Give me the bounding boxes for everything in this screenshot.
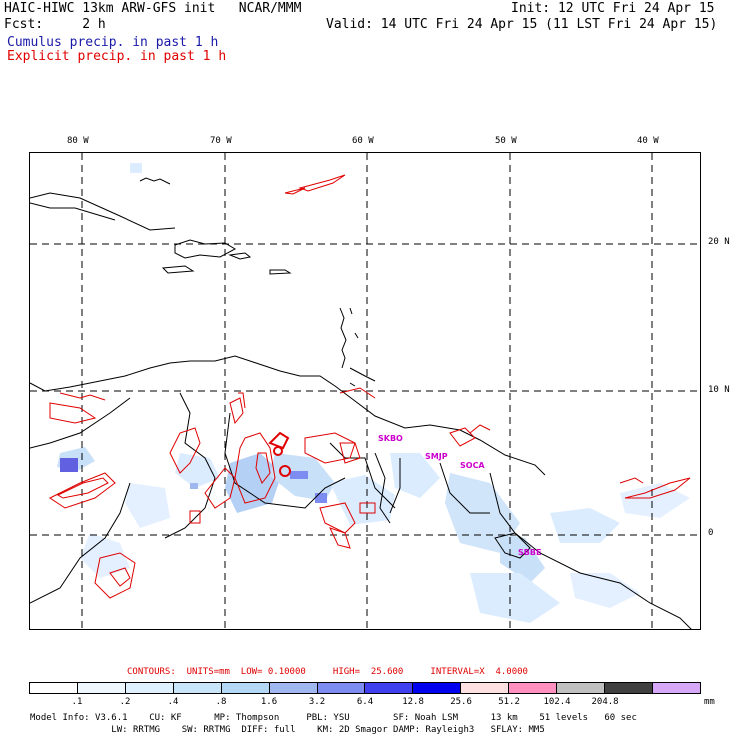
station-labels: SKBO SMJP SOCA SBBE — [378, 434, 541, 557]
legend-swatch — [557, 683, 606, 693]
legend-swatch — [269, 683, 318, 693]
station-smjp: SMJP — [425, 452, 448, 461]
legend-tick-label: .1 — [71, 697, 83, 707]
legend-swatch — [125, 683, 174, 693]
station-sbbe: SBBE — [518, 548, 541, 557]
legend-swatch — [317, 683, 366, 693]
legend-swatch — [509, 683, 558, 693]
lon-label-40w: 40 W — [637, 136, 659, 146]
lon-label-60w: 60 W — [352, 136, 374, 146]
lat-label-10n: 10 N — [708, 385, 730, 395]
legend-tick-label: 204.8 — [591, 697, 619, 707]
legend-swatch — [652, 683, 700, 693]
model-title: HAIC-HIWC 13km ARW-GFS init NCAR/MMM — [4, 1, 302, 16]
legend-swatch — [173, 683, 222, 693]
valid-time: Valid: 14 UTC Fri 24 Apr 15 (11 LST Fri … — [326, 17, 718, 32]
init-time: Init: 12 UTC Fri 24 Apr 15 — [511, 1, 715, 16]
legend-swatch — [413, 683, 462, 693]
legend-tick-label: 51.2 — [498, 697, 520, 707]
legend-tick-label: .8 — [215, 697, 227, 707]
legend-swatch — [77, 683, 126, 693]
lon-label-50w: 50 W — [495, 136, 517, 146]
model-info-line2: LW: RRTMG SW: RRTMG DIFF: full KM: 2D Sm… — [30, 725, 545, 735]
station-soca: SOCA — [460, 461, 485, 470]
legend-swatch — [30, 683, 78, 693]
station-skbo: SKBO — [378, 434, 403, 443]
explicit-precip-contours — [49, 174, 691, 599]
legend-swatch — [605, 683, 653, 693]
legend-tick-label: 1.6 — [260, 697, 278, 707]
legend-unit: mm — [704, 697, 715, 707]
map-panel: SKBO SMJP SOCA SBBE — [29, 152, 701, 630]
coastlines — [30, 177, 692, 629]
precip-map: SKBO SMJP SOCA SBBE — [30, 153, 700, 629]
field-title-cumulus: Cumulus precip. in past 1 h — [7, 35, 219, 50]
lon-label-80w: 80 W — [67, 136, 89, 146]
legend-tick-label: 6.4 — [356, 697, 374, 707]
field-title-explicit: Explicit precip. in past 1 h — [7, 49, 227, 64]
legend-tick-label: 25.6 — [450, 697, 472, 707]
legend-tick-label: 3.2 — [308, 697, 326, 707]
legend-tick-label: 102.4 — [543, 697, 571, 707]
contour-info: CONTOURS: UNITS=mm LOW= 0.10000 HIGH= 25… — [127, 667, 528, 677]
cumulus-precip-shading — [57, 163, 690, 623]
lat-label-0: 0 — [708, 528, 714, 538]
model-info-line1: Model Info: V3.6.1 CU: KF MP: Thompson P… — [30, 713, 637, 723]
lon-label-70w: 70 W — [210, 136, 232, 146]
legend-swatch — [461, 683, 510, 693]
legend-tick-label: .2 — [119, 697, 131, 707]
lat-label-20n: 20 N — [708, 237, 730, 247]
lat-lon-grid — [30, 153, 700, 629]
color-legend — [29, 682, 701, 694]
legend-swatch — [221, 683, 270, 693]
legend-tick-label: .4 — [167, 697, 179, 707]
forecast-hour: Fcst: 2 h — [4, 17, 106, 32]
legend-tick-label: 12.8 — [402, 697, 424, 707]
legend-swatch — [365, 683, 414, 693]
